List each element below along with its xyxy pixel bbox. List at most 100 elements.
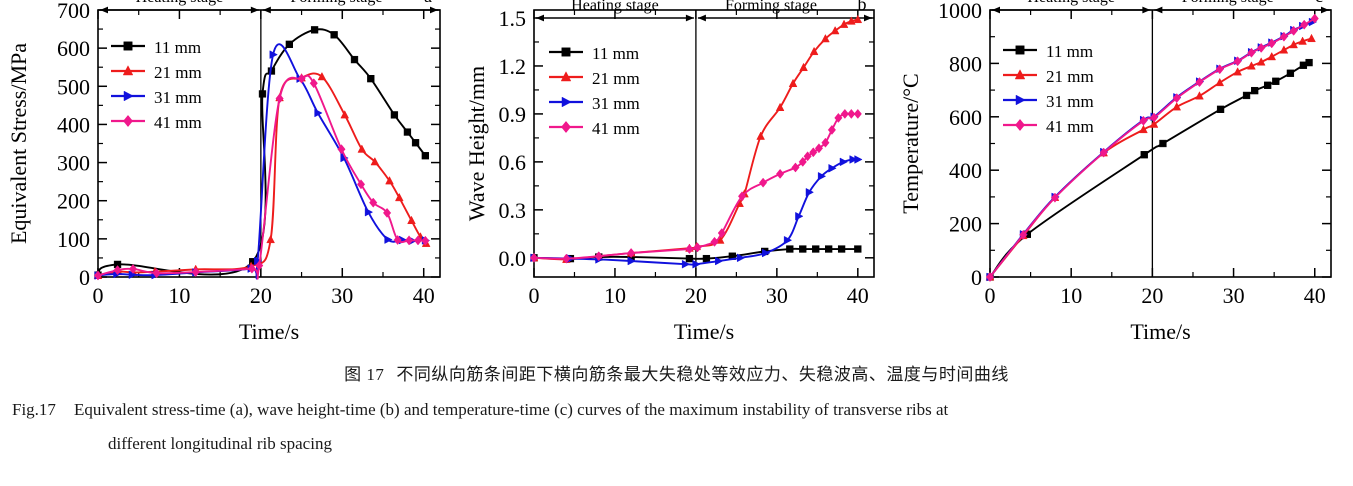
panel-tag-a: a xyxy=(424,0,432,6)
data-point-marker xyxy=(1300,19,1309,30)
data-point-marker xyxy=(370,157,380,166)
heating-stage-label: Heating stage xyxy=(136,0,224,6)
data-point-marker xyxy=(715,256,724,266)
forming-stage-label: Forming stage xyxy=(725,0,817,14)
chart-a: 0 10 20 30 400100200300400500600700Time/sEqu… xyxy=(6,0,441,344)
caption-chinese: 图 17 不同纵向筋条间距下横向筋条最大失稳处等效应力、失稳波高、温度与时间曲线 xyxy=(0,360,1353,385)
data-point-marker xyxy=(152,268,161,279)
x-tick-label: 40 xyxy=(413,283,435,308)
plot-frame xyxy=(97,9,441,278)
data-point-marker xyxy=(795,211,804,221)
data-point-marker xyxy=(1305,58,1313,67)
y-tick-label: 800 xyxy=(949,51,982,76)
legend-label: 21 mm xyxy=(154,63,202,82)
data-point-marker xyxy=(834,112,843,123)
x-tick-label: 20 xyxy=(685,283,707,308)
figure-panels: 0 10 20 30 40 0 100 200 300 400 500 600 700 Time/s Equ… xyxy=(6,0,1332,344)
data-point-marker xyxy=(759,177,768,188)
data-point-marker xyxy=(717,228,726,239)
legend: 11 mm 21 mm 31 mm 41 mm xyxy=(549,44,640,138)
series-41-mm xyxy=(529,108,862,264)
data-point-marker xyxy=(1267,38,1276,49)
data-point-marker xyxy=(791,162,800,173)
data-point-marker xyxy=(1015,45,1025,55)
series-11-mm xyxy=(986,58,1313,281)
data-point-marker xyxy=(594,251,603,262)
data-point-marker xyxy=(390,111,399,119)
data-point-marker xyxy=(562,253,571,264)
data-point-marker xyxy=(1279,45,1289,54)
series-41-mm xyxy=(985,13,1319,282)
x-tick-label: 0 xyxy=(985,283,996,308)
legend: 11 mm 21 mm 31 mm 41 mm xyxy=(1003,42,1094,136)
y-tick-label: 1.5 xyxy=(499,6,527,31)
data-point-marker xyxy=(1310,13,1319,24)
caption-english-line2: different longitudinal rib spacing xyxy=(108,434,332,453)
data-point-marker xyxy=(1256,57,1266,66)
x-tick-label: 10 xyxy=(1060,283,1082,308)
data-point-marker xyxy=(776,168,785,179)
legend-label: 11 mm xyxy=(592,44,639,63)
data-point-marker xyxy=(1267,51,1277,61)
data-point-marker xyxy=(383,207,392,218)
data-point-marker xyxy=(702,254,711,263)
data-point-marker xyxy=(828,163,837,173)
x-tick-label: 30 xyxy=(1223,283,1245,308)
data-point-marker xyxy=(350,55,359,64)
chart-c: 0 10 20 30 4002004006008001000Time/sTemperat… xyxy=(898,0,1332,344)
data-point-marker xyxy=(783,235,793,245)
y-tick-label: 0.3 xyxy=(499,198,527,223)
caption-english-line1: Fig.17 Equivalent stress-time (a), wave h… xyxy=(12,400,1342,420)
y-axis-title: Equivalent Stress/MPa xyxy=(6,43,31,244)
heating-stage-label: Heating stage xyxy=(1027,0,1115,6)
data-point-marker xyxy=(809,147,818,158)
data-point-marker xyxy=(1257,42,1266,53)
y-axis-title: Temperature/°C xyxy=(898,73,923,213)
data-point-marker xyxy=(93,270,103,281)
data-point-marker xyxy=(809,46,819,56)
y-tick-label: 0.6 xyxy=(499,150,527,175)
data-point-marker xyxy=(1099,147,1108,158)
data-point-marker xyxy=(1139,115,1148,126)
data-point-marker xyxy=(1215,64,1224,75)
data-point-marker xyxy=(1015,118,1025,132)
data-point-marker xyxy=(1215,77,1225,87)
data-point-marker xyxy=(685,254,694,263)
data-point-marker xyxy=(1149,112,1159,123)
y-tick-label: 400 xyxy=(57,112,90,137)
data-point-marker xyxy=(285,40,294,48)
data-point-marker xyxy=(393,235,402,245)
data-point-marker xyxy=(847,16,856,25)
data-point-marker xyxy=(297,73,306,84)
data-point-marker xyxy=(421,235,430,246)
data-point-marker xyxy=(561,47,571,57)
legend-label: 41 mm xyxy=(154,113,202,132)
x-tick-label: 20 xyxy=(1141,283,1163,308)
data-point-marker xyxy=(627,248,636,259)
data-point-marker xyxy=(1247,61,1256,70)
data-point-marker xyxy=(1172,102,1182,111)
data-point-marker xyxy=(529,252,539,263)
y-tick-label: 600 xyxy=(949,105,982,130)
heating-stage-label: Heating stage xyxy=(571,0,659,14)
data-point-marker xyxy=(369,197,378,208)
data-point-marker xyxy=(1159,139,1167,148)
data-point-marker xyxy=(128,264,138,274)
data-point-marker xyxy=(803,151,812,162)
plot-frame xyxy=(533,9,875,278)
y-tick-label: 0.0 xyxy=(499,246,527,271)
legend-label: 11 mm xyxy=(1046,42,1093,61)
x-axis-title: Time/s xyxy=(1130,319,1190,344)
caption-chinese-text: 不同纵向筋条间距下横向筋条最大失稳处等效应力、失稳波高、温度与时间曲线 xyxy=(396,365,1009,384)
y-tick-label: 300 xyxy=(57,151,90,176)
data-point-marker xyxy=(830,25,840,35)
data-point-marker xyxy=(122,65,134,76)
data-point-marker xyxy=(561,120,571,134)
data-point-marker xyxy=(337,144,346,155)
legend: 11 mm 21 mm 31 mm 41 mm xyxy=(111,38,202,132)
legend-label: 21 mm xyxy=(1046,67,1094,86)
data-point-marker xyxy=(1050,192,1060,203)
figure-caption: 图 17 不同纵向筋条间距下横向筋条最大失稳处等效应力、失稳波高、温度与时间曲线 … xyxy=(0,352,1353,486)
x-tick-label: 0 xyxy=(529,283,540,308)
data-point-marker xyxy=(1242,91,1251,100)
